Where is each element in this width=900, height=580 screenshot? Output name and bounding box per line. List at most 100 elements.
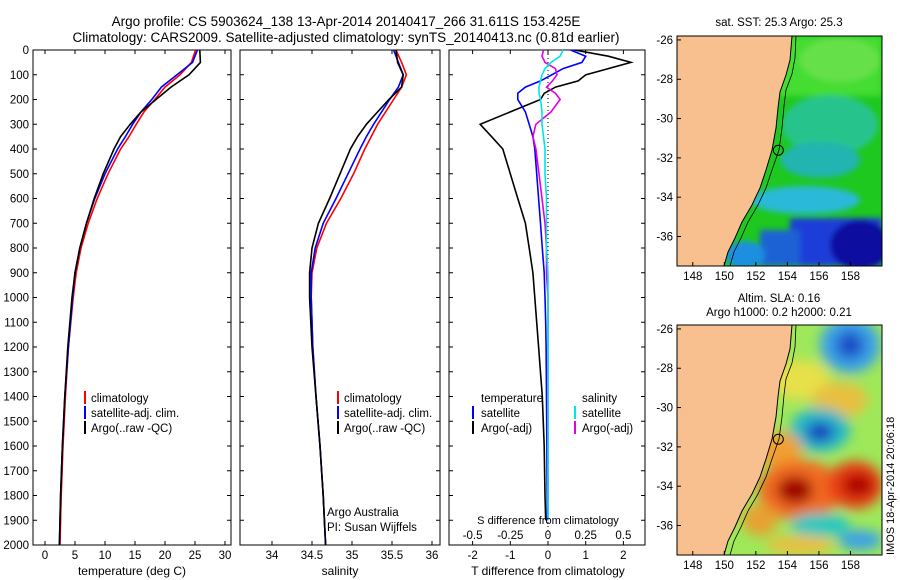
- s-diff-xtick-label: -0.25: [497, 530, 523, 542]
- legend-label-t-satellite: satellite: [481, 408, 520, 420]
- temperature-xtick-label: 0: [42, 550, 48, 562]
- title-line-2: Climatology: CARS2009. Satellite-adjuste…: [72, 30, 619, 45]
- map-ytick-label: -28: [656, 74, 673, 86]
- salinity-series-0: [310, 49, 408, 546]
- depth-tick-label: 900: [10, 268, 29, 280]
- t-diff-xtick-label: 1: [582, 550, 588, 562]
- sst-shelf-contour: [729, 36, 797, 266]
- difference-lines: [478, 49, 634, 521]
- depth-tick-label: 500: [10, 169, 29, 181]
- imos-timestamp: IMOS 18-Apr-2014 20:06:18: [885, 417, 897, 555]
- temperature-xtick-label: 5: [72, 550, 78, 562]
- sla-float-marker: [772, 433, 784, 445]
- salinity-series-2: [308, 49, 405, 546]
- annotation-pi: PI: Susan Wijffels: [327, 522, 417, 534]
- depth-tick-label: 800: [10, 243, 29, 255]
- s-diff-xtick-label: -0.5: [463, 530, 483, 542]
- depth-tick-label: 1700: [3, 466, 29, 478]
- map-xtick-label: 158: [841, 271, 860, 283]
- sst-coastline: [723, 36, 793, 266]
- depth-tick-label: 1300: [3, 367, 29, 379]
- sst-float-marker: [772, 144, 784, 156]
- salinity-lines: [308, 49, 408, 546]
- map-ytick-label: -34: [656, 481, 673, 493]
- difference-legend: temperature salinity satellite Argo(-adj…: [472, 393, 633, 435]
- temperature-series-0: [59, 49, 197, 546]
- legend-label-climatology: climatology: [91, 393, 149, 405]
- salinity-xtick-label: 36: [426, 550, 439, 562]
- map-xtick-label: 150: [715, 271, 734, 283]
- salinity-x-label: salinity: [322, 564, 359, 578]
- depth-tick-label: 1100: [4, 317, 29, 329]
- salinity-xtick-label: 35: [346, 550, 359, 562]
- s-diff-satellite-line: [538, 49, 564, 521]
- salinity-xtick-label: 34: [266, 550, 279, 562]
- sla-map-ticks: 148 150 152 154 156 158 -26 -28 -30 -32 -34 -36: [656, 324, 860, 572]
- t-diff-xtick-label: 0: [545, 550, 551, 562]
- depth-tick-label: 200: [10, 95, 29, 107]
- salinity-axes-frame: [239, 49, 441, 546]
- depth-tick-label: 1900: [3, 515, 29, 527]
- map-xtick-label: 150: [715, 560, 734, 572]
- temperature-xtick-label: 20: [159, 550, 172, 562]
- s-diff-xtick-label: 0: [545, 530, 551, 542]
- temperature-series-1: [58, 49, 199, 546]
- map-xtick-label: 152: [746, 560, 765, 572]
- legend-label-climatology: climatology: [344, 393, 402, 405]
- t-diff-xtick-label: -1: [505, 550, 515, 562]
- map-xtick-label: 154: [778, 560, 798, 572]
- t-diff-satellite-line: [516, 49, 587, 521]
- temperature-xtick-label: 25: [189, 550, 202, 562]
- annotation-argo-australia: Argo Australia: [327, 507, 399, 519]
- sst-map-title: sat. SST: 25.3 Argo: 25.3: [715, 17, 842, 29]
- temperature-panel: 0100200300400500600700800900100011001200…: [3, 45, 232, 578]
- t-diff-xtick-label: -2: [467, 550, 477, 562]
- legend-title-salinity: salinity: [582, 393, 617, 405]
- legend-label-s-satellite: satellite: [582, 408, 621, 420]
- temperature-xtick-label: 15: [129, 550, 142, 562]
- depth-tick-label: 1400: [3, 392, 29, 404]
- legend-label-satellite: satellite-adj. clim.: [344, 408, 432, 420]
- depth-tick-label: 1600: [3, 441, 29, 453]
- map-xtick-label: 154: [778, 271, 798, 283]
- legend-label-argo: Argo(..raw -QC): [344, 423, 425, 435]
- difference-depth-ticks: [449, 49, 645, 546]
- temperature-series-2: [58, 49, 202, 546]
- legend-label-t-argo: Argo(-adj): [481, 423, 532, 435]
- depth-tick-label: 1000: [3, 293, 29, 305]
- sla-field: [677, 325, 882, 555]
- sst-map-ticks: 148 150 152 154 156 158 -26 -28 -30 -32 -34 -36: [656, 35, 860, 283]
- t-diff-argo-line: [478, 49, 634, 521]
- depth-tick-label: 1200: [3, 342, 29, 354]
- sla-land: [677, 325, 792, 555]
- salinity-xtick-label: 34.5: [301, 550, 323, 562]
- difference-x-ticks: -2 -1 0 1 2 -0.5 -0.25 0 0.25 0.5: [463, 50, 631, 562]
- sla-map-panel: Altim. SLA: 0.16 Argo h1000: 0.2 h2000: …: [656, 293, 883, 572]
- sst-map-panel: sat. SST: 25.3 Argo: 25.3 148 150 152 154 15…: [656, 17, 883, 283]
- map-xtick-label: 148: [683, 271, 702, 283]
- map-ytick-label: -32: [656, 153, 673, 165]
- temperature-xtick-label: 10: [99, 550, 112, 562]
- map-xtick-label: 152: [746, 271, 765, 283]
- sst-map-frame: [676, 35, 883, 267]
- map-ytick-label: -26: [656, 35, 673, 47]
- sla-map-title-1: Altim. SLA: 0.16: [738, 293, 820, 305]
- s-difference-label: S difference from climatology: [477, 515, 619, 527]
- depth-tick-label: 1500: [3, 416, 29, 428]
- depth-tick-label: 400: [10, 144, 29, 156]
- depth-tick-label: 100: [10, 70, 29, 82]
- t-diff-xtick-label: 2: [620, 550, 626, 562]
- sla-map-frame: [676, 324, 883, 556]
- legend-title-temperature: temperature: [481, 393, 543, 405]
- map-xtick-label: 156: [809, 271, 828, 283]
- sst-field: [677, 36, 882, 266]
- map-ytick-label: -34: [656, 192, 673, 204]
- map-ytick-label: -36: [656, 521, 673, 533]
- depth-tick-label: 1800: [3, 491, 29, 503]
- temperature-lines: [58, 49, 202, 546]
- legend-label-satellite: satellite-adj. clim.: [91, 408, 179, 420]
- legend-label-s-argo: Argo(-adj): [582, 423, 633, 435]
- temperature-x-label: temperature (deg C): [78, 564, 186, 578]
- salinity-panel: 34 34.5 35 35.5 36 salinity climatology sate…: [239, 49, 441, 578]
